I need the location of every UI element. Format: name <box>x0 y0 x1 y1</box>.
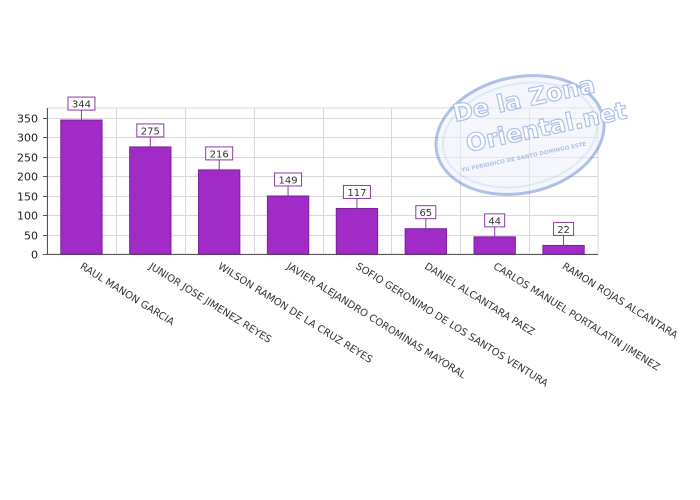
data-label: 216 <box>210 149 229 160</box>
y-tick-label: 150 <box>17 191 38 204</box>
data-label-box <box>415 205 437 220</box>
data-label: 149 <box>279 175 298 186</box>
data-label-box <box>342 184 371 199</box>
watermark-logo: De la Zona Oriental.net TU PERIODICO DE … <box>434 70 630 196</box>
x-tick-label: RAMON ROJAS ALCANTARA <box>560 261 679 341</box>
bar <box>198 169 241 255</box>
watermark-ellipse <box>434 74 606 196</box>
data-label: 275 <box>141 126 160 137</box>
data-label: 44 <box>488 216 501 227</box>
bar <box>335 207 379 255</box>
y-tick-label: 250 <box>17 152 38 165</box>
data-label-box <box>67 96 96 111</box>
bar <box>60 119 103 255</box>
y-tick-label: 200 <box>17 171 38 184</box>
bar <box>404 228 447 255</box>
watermark-ellipse-inner <box>441 81 599 189</box>
y-tick-label: 50 <box>24 230 38 243</box>
x-tick-label: JUNIOR JOSE JIMENEZ REYES <box>146 261 273 346</box>
data-label: 117 <box>347 188 366 199</box>
data-label-box <box>136 123 165 138</box>
bar <box>266 195 310 255</box>
data-label-box <box>553 221 575 236</box>
data-labels: 344 275 216 149 117 65 44 22 <box>67 96 575 246</box>
data-label: 344 <box>72 100 91 111</box>
y-tick-label: 100 <box>17 210 38 223</box>
x-tick-label: DANIEL ALCANTARA PAEZ <box>422 261 536 338</box>
y-tick-label: 0 <box>31 249 38 262</box>
data-label-box <box>205 146 234 161</box>
data-label-box <box>274 172 303 187</box>
data-label: 65 <box>419 208 432 219</box>
data-label: 22 <box>557 225 570 236</box>
bar <box>473 236 516 255</box>
bar <box>129 146 172 255</box>
bars <box>60 119 585 255</box>
y-tick-label: 300 <box>17 132 38 145</box>
data-label-box <box>484 213 506 228</box>
y-tick-label: 350 <box>17 113 38 126</box>
bar <box>542 244 585 255</box>
